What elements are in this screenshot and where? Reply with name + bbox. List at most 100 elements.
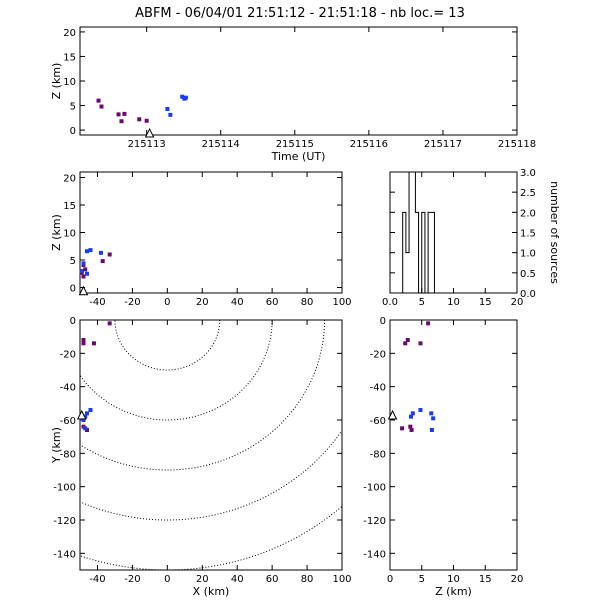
source-point	[144, 118, 149, 123]
x-tick-label: 215114	[202, 139, 240, 150]
x-tick-label: 215116	[350, 139, 388, 150]
y-tick-label: 1.0	[520, 249, 536, 260]
source-point	[137, 117, 142, 122]
source-point	[408, 424, 413, 429]
y-tick-label: 15	[63, 201, 76, 212]
station-triangle-icon	[387, 409, 398, 420]
x-tick-label: 100	[332, 574, 351, 585]
x-tick-label: 15	[479, 297, 492, 308]
histogram-steps	[390, 171, 517, 294]
x-tick-label: 0	[164, 297, 170, 308]
x-tick-label: 0.0	[382, 297, 398, 308]
source-point	[88, 408, 93, 412]
x-tick-label: 40	[231, 574, 244, 585]
source-point	[81, 261, 86, 266]
x-tick-label: -40	[89, 574, 105, 585]
z-y-panel: 0 5 10 15 20 0 -20 -40 -60 -80 -100 -120 -140 Z (km)	[363, 316, 523, 598]
source-point	[426, 321, 431, 326]
y-tick-label: 2.0	[520, 208, 536, 219]
y-tick-label: -120	[363, 516, 386, 527]
x-axis-label: Time (UT)	[271, 150, 326, 163]
source-point	[418, 341, 423, 346]
source-point	[83, 414, 88, 419]
y-tick-label: -100	[363, 483, 386, 494]
y-tick-label: -40	[370, 383, 386, 394]
source-point	[180, 94, 185, 99]
y-tick-label: -80	[370, 449, 386, 460]
source-point	[88, 248, 93, 253]
plot-frame	[79, 319, 343, 571]
source-point	[107, 252, 112, 257]
y-tick-label: 10	[63, 77, 76, 88]
source-point	[98, 250, 103, 255]
y-tick-label: -120	[53, 516, 76, 527]
y-tick-label: -60	[370, 416, 386, 427]
y-tick-label: 0	[70, 316, 76, 327]
time-height-panel: 215113 215114 215115 215116 215117 215118 0 5 10…	[50, 26, 536, 163]
y-axis-label: Z (km)	[50, 214, 63, 251]
source-point	[84, 249, 89, 254]
x-tick-label: 20	[511, 574, 524, 585]
plot-frame	[79, 171, 343, 294]
figure-title: ABFM - 06/04/01 21:51:12 - 21:51:18 - nb…	[135, 6, 465, 21]
y-tick-label: -140	[53, 549, 76, 560]
y-tick-label: 0	[70, 126, 76, 137]
y-tick-label: 3.0	[520, 168, 536, 179]
y-tick-label: 0.5	[520, 269, 536, 280]
y-tick-label: 5	[70, 102, 76, 113]
x-tick-label: 20	[511, 297, 524, 308]
station-triangle-icon	[78, 285, 89, 296]
source-point	[403, 341, 408, 346]
y-axis-label: Y (km)	[50, 427, 63, 464]
y-tick-label: -100	[53, 483, 76, 494]
source-point	[116, 112, 121, 117]
source-point	[100, 259, 105, 264]
source-point	[400, 426, 405, 431]
x-tick-label: 60	[266, 574, 279, 585]
source-point	[431, 416, 436, 421]
x-tick-label: 215118	[498, 139, 536, 150]
source-point	[83, 267, 88, 272]
source-point	[183, 95, 188, 100]
station-triangle-icon	[144, 127, 155, 138]
y-tick-label: -40	[60, 383, 76, 394]
source-point	[81, 274, 86, 279]
x-tick-label: 15	[479, 574, 492, 585]
source-point	[91, 341, 96, 346]
source-point	[418, 408, 423, 412]
x-tick-label: 0	[387, 574, 393, 585]
y-axis-label: number of sources	[548, 181, 561, 284]
y-tick-label: -140	[363, 549, 386, 560]
y-tick-label: 0.0	[520, 289, 536, 300]
source-point	[168, 112, 173, 117]
x-axis-label: Z (km)	[435, 585, 472, 598]
x-tick-label: 20	[196, 297, 209, 308]
station-triangle-icon	[76, 409, 87, 420]
y-tick-label: 5	[70, 256, 76, 267]
x-tick-label: 215115	[276, 139, 314, 150]
y-tick-label: 0	[70, 284, 76, 295]
x-tick-label: -40	[89, 297, 105, 308]
source-point	[107, 321, 112, 326]
source-point	[99, 104, 104, 109]
source-point	[81, 338, 86, 342]
source-point	[81, 341, 86, 346]
x-tick-label: 215117	[424, 139, 462, 150]
range-ring-4	[80, 429, 342, 521]
x-tick-label: 80	[301, 574, 314, 585]
y-tick-label: -20	[370, 349, 386, 360]
source-point	[84, 271, 89, 276]
source-point	[405, 338, 410, 342]
y-tick-label: 1.5	[520, 229, 536, 240]
y-tick-label: 0	[380, 316, 386, 327]
source-point	[408, 414, 413, 419]
x-axis-label: X (km)	[193, 585, 230, 598]
y-tick-label: 2.5	[520, 188, 536, 199]
y-tick-label: 20	[63, 174, 76, 185]
source-point	[165, 106, 170, 111]
x-tick-label: 215113	[128, 139, 166, 150]
x-z-panel: -40 -20 0 20 40 60 80 100 0 5 10 15 20 Z (km)	[50, 171, 352, 308]
y-axis-label: Z (km)	[50, 63, 63, 100]
